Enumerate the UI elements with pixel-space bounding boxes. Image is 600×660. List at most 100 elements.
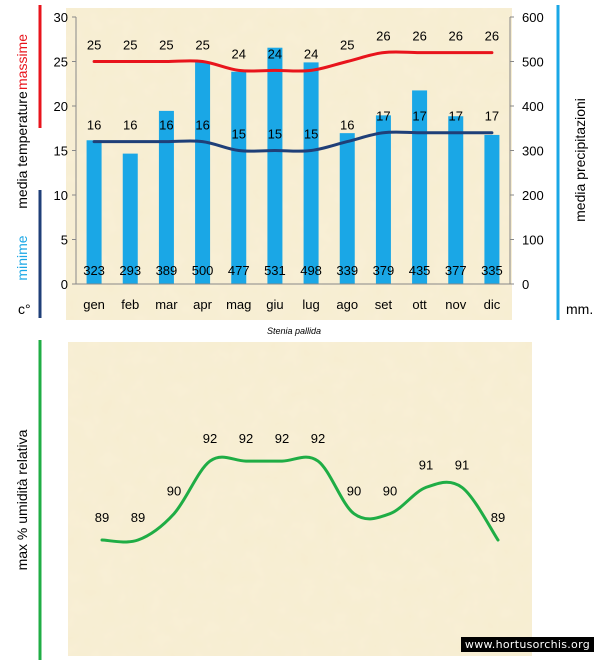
minime-data-label: 17 [376,109,390,124]
precip-bar-mag [231,71,247,284]
massime-data-label: 25 [195,38,209,53]
massime-data-label: 25 [123,38,137,53]
minime-data-label: 16 [195,118,209,133]
precip-data-label: 435 [409,263,431,278]
humidity-data-label: 89 [131,510,145,525]
y-right-tick-label: 500 [522,55,544,70]
minime-data-label: 15 [232,127,246,142]
humidity-data-label: 89 [491,510,505,525]
massime-data-label: 24 [268,46,282,61]
precip-bar-gen [86,140,102,284]
humidity-line [100,455,500,544]
minime-data-label: 15 [268,127,282,142]
y-right-tick-label: 100 [522,233,544,248]
humidity-data-label: 92 [275,431,289,446]
y-left-tick-label: 10 [54,188,68,203]
precip-bar-set [375,115,391,284]
minime-data-label: 16 [123,118,137,133]
minime-data-label: 15 [304,127,318,142]
precip-data-label: 339 [336,263,358,278]
precip-axis-label: media precipitazioni [572,98,588,222]
humidity-data-label: 92 [239,431,253,446]
massime-data-label: 25 [87,38,101,53]
y-left-tick-label: 0 [61,277,68,292]
humidity-data-label: 89 [95,510,109,525]
x-tick-label-ott: ott [412,297,427,312]
x-tick-label-mar: mar [155,297,178,312]
minime-axis-label: minime [14,235,30,280]
y-left-tick-label: 20 [54,99,68,114]
precip-data-label: 500 [192,263,214,278]
y-left-tick-label: 30 [54,10,68,25]
humidity-data-label: 92 [311,431,325,446]
y-left-tick-label: 15 [54,144,68,159]
precip-data-label: 531 [264,263,286,278]
massime-data-label: 25 [340,38,354,53]
precip-bar-mar [158,110,174,285]
minime-data-label: 16 [87,118,101,133]
chart-caption: Stenia pallida [267,326,321,336]
massime-data-label: 24 [304,46,318,61]
humidity-data-label: 92 [203,431,217,446]
x-tick-label-apr: apr [193,297,212,312]
precip-data-label: 293 [119,263,141,278]
massime-data-label: 26 [376,29,390,44]
y-left-tick-label: 25 [54,55,68,70]
precip-bar-ago [339,133,355,284]
precip-unit-label: mm. [566,301,593,317]
minime-data-label: 17 [485,109,499,124]
bottom-plot-texture [68,342,532,656]
humidity-data-label: 91 [419,457,433,472]
precip-data-label: 389 [156,263,178,278]
massime-data-label: 26 [412,29,426,44]
precip-bar-dic [484,134,500,284]
humidity-data-label: 90 [167,484,181,499]
precip-bar-ott [412,90,428,284]
massime-data-label: 26 [485,29,499,44]
x-tick-label-gen: gen [83,297,105,312]
x-tick-label-feb: feb [121,297,139,312]
massime-data-label: 25 [159,38,173,53]
precip-data-label: 377 [445,263,467,278]
y-left-tick-label: 5 [61,233,68,248]
minime-data-label: 16 [159,118,173,133]
minime-data-label: 17 [449,109,463,124]
x-tick-label-giu: giu [266,297,283,312]
x-tick-label-set: set [375,297,393,312]
precip-data-label: 498 [300,263,322,278]
humidity-data-label: 90 [347,484,361,499]
x-tick-label-ago: ago [336,297,358,312]
massime-data-label: 26 [449,29,463,44]
minime-line [92,130,494,153]
y-right-tick-label: 200 [522,188,544,203]
minime-data-label: 16 [340,118,354,133]
precip-bar-feb [122,153,138,284]
massime-axis-label: massime [14,34,30,90]
y-right-tick-label: 0 [522,277,529,292]
precip-bar-lug [303,62,319,284]
x-tick-label-nov: nov [445,297,466,312]
precip-data-label: 335 [481,263,503,278]
precip-bar-giu [267,47,283,284]
x-tick-label-lug: lug [302,297,319,312]
minime-data-label: 17 [412,109,426,124]
x-tick-label-dic: dic [484,297,501,312]
temperature-unit-label: c° [18,301,31,317]
humidity-data-label: 91 [455,457,469,472]
precip-data-label: 477 [228,263,250,278]
y-right-tick-label: 600 [522,10,544,25]
x-tick-label-mag: mag [226,297,251,312]
y-right-tick-label: 300 [522,144,544,159]
precip-data-label: 323 [83,263,105,278]
massime-data-label: 24 [232,46,246,61]
y-right-tick-label: 400 [522,99,544,114]
humidity-data-label: 90 [383,484,397,499]
humidity-axis-label: max % umidità relativa [14,429,30,570]
temperature-axis-label: media temperature [14,91,30,209]
credit-text: www.hortusorchis.org [460,637,594,652]
precip-data-label: 379 [373,263,395,278]
massime-line [92,50,494,73]
precip-bar-nov [448,116,464,284]
